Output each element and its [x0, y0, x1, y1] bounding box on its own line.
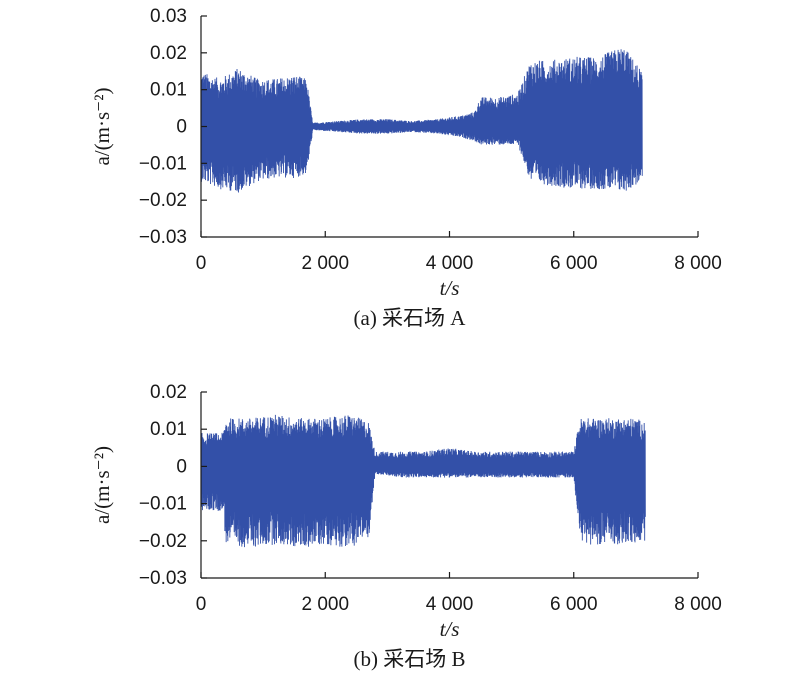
- panel-caption: (a) 采石场 A: [354, 306, 467, 330]
- y-tick-label: 0.01: [150, 80, 187, 101]
- x-tick-label: 8 000: [674, 253, 722, 274]
- y-tick-label: 0.02: [150, 43, 187, 64]
- y-axis-label: a/(m·s⁻²): [90, 87, 114, 165]
- x-tick-label: 2 000: [301, 253, 349, 274]
- x-axis-label: t/s: [440, 617, 460, 641]
- series-line: [200, 49, 643, 193]
- x-tick-label: 4 000: [426, 253, 474, 274]
- series-line: [200, 414, 646, 548]
- y-tick-label: 0.01: [150, 419, 187, 440]
- x-tick-label: 6 000: [550, 594, 598, 615]
- chart-panel-b: 0.02 0.01 0 −0.01 −0.02 −0.03 0 2 000 4 000 6 000…: [90, 382, 722, 671]
- y-tick-label: 0.02: [150, 382, 187, 403]
- x-axis-label: t/s: [440, 276, 460, 300]
- panel-caption: (b) 采石场 B: [354, 647, 466, 671]
- y-tick-label: −0.01: [139, 153, 187, 174]
- y-tick-label: 0: [176, 456, 187, 477]
- y-tick-label: −0.01: [139, 494, 187, 515]
- y-tick-label: −0.03: [139, 227, 187, 248]
- x-tick-label: 0: [196, 253, 207, 274]
- y-tick-label: −0.03: [139, 568, 187, 589]
- x-tick-label: 0: [196, 594, 207, 615]
- chart-panel-a: 0.03 0.02 0.01 0 −0.01 −0.02 −0.03 0 2 000 4 000 6…: [90, 6, 722, 330]
- x-tick-label: 6 000: [550, 253, 598, 274]
- x-tick-label: 4 000: [426, 594, 474, 615]
- x-tick-label: 2 000: [301, 594, 349, 615]
- y-axis-label: a/(m·s⁻²): [90, 446, 114, 524]
- y-tick-label: 0.03: [150, 6, 187, 27]
- y-tick-label: −0.02: [139, 531, 187, 552]
- y-tick-label: −0.02: [139, 190, 187, 211]
- y-tick-label: 0: [176, 117, 187, 138]
- x-tick-label: 8 000: [674, 594, 722, 615]
